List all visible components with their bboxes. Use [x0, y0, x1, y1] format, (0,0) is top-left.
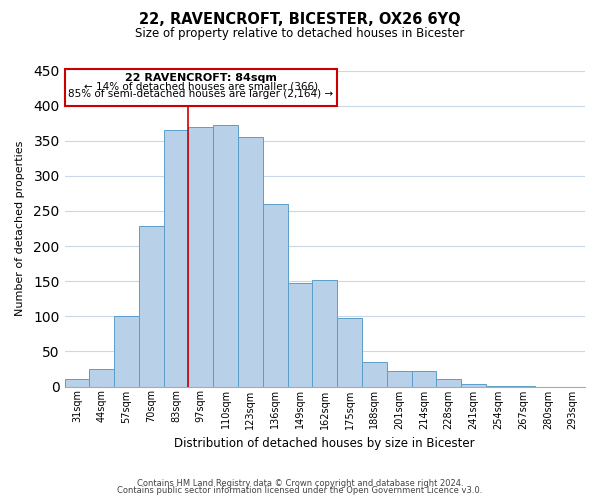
- Text: Contains public sector information licensed under the Open Government Licence v3: Contains public sector information licen…: [118, 486, 482, 495]
- Bar: [287, 282, 313, 387]
- Bar: [362, 362, 387, 386]
- Bar: [188, 126, 213, 386]
- Text: 85% of semi-detached houses are larger (2,164) →: 85% of semi-detached houses are larger (…: [68, 90, 334, 100]
- Bar: [89, 369, 114, 386]
- Bar: [139, 226, 164, 386]
- FancyBboxPatch shape: [65, 69, 337, 106]
- Bar: [164, 130, 188, 386]
- Y-axis label: Number of detached properties: Number of detached properties: [15, 141, 25, 316]
- X-axis label: Distribution of detached houses by size in Bicester: Distribution of detached houses by size …: [175, 437, 475, 450]
- Bar: [337, 318, 362, 386]
- Bar: [65, 380, 89, 386]
- Text: 22 RAVENCROFT: 84sqm: 22 RAVENCROFT: 84sqm: [125, 72, 277, 83]
- Bar: [387, 371, 412, 386]
- Bar: [213, 124, 238, 386]
- Bar: [263, 204, 287, 386]
- Text: Contains HM Land Registry data © Crown copyright and database right 2024.: Contains HM Land Registry data © Crown c…: [137, 478, 463, 488]
- Bar: [238, 137, 263, 386]
- Bar: [114, 316, 139, 386]
- Bar: [313, 280, 337, 386]
- Bar: [461, 384, 486, 386]
- Bar: [436, 379, 461, 386]
- Text: 22, RAVENCROFT, BICESTER, OX26 6YQ: 22, RAVENCROFT, BICESTER, OX26 6YQ: [139, 12, 461, 28]
- Text: ← 14% of detached houses are smaller (366): ← 14% of detached houses are smaller (36…: [84, 81, 318, 91]
- Text: Size of property relative to detached houses in Bicester: Size of property relative to detached ho…: [136, 28, 464, 40]
- Bar: [412, 371, 436, 386]
